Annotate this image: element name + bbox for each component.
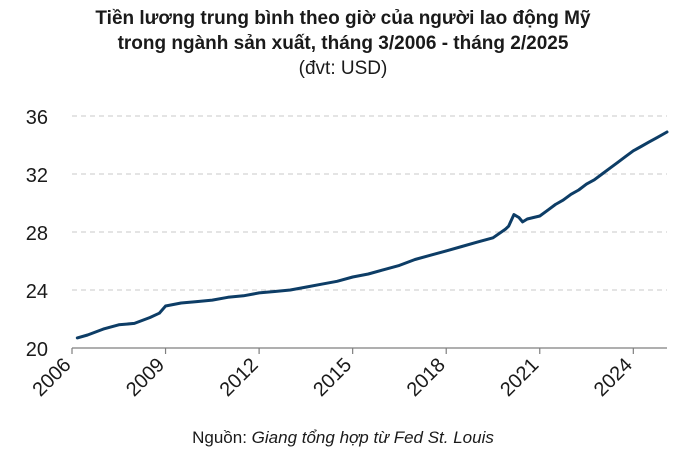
data-point [320,283,323,286]
chart-title-line-2: trong ngành sản xuất, tháng 3/2006 - thá… [117,33,569,54]
data-point [86,333,89,337]
data-point [491,236,495,239]
x-tick-label: 2018 [403,354,450,401]
x-tick-label: 2021 [496,354,543,401]
data-point [632,149,635,152]
data-point [335,280,339,283]
data-point [546,209,549,212]
data-point [164,304,167,308]
data-point [538,214,541,218]
y-tick-label: 28 [26,223,48,245]
x-tick-label: 2015 [309,354,356,401]
y-tick-label: 32 [26,165,48,187]
data-point [624,155,627,158]
data-point [289,288,292,292]
data-point [665,130,669,134]
y-tick-labels: 20 24 28 32 36 [26,107,48,361]
data-point [639,145,643,148]
chart-title-line-1: Tiền lương trung bình theo giờ của người… [95,8,591,29]
data-point [133,322,136,325]
data-point [101,327,105,331]
data-point [242,294,245,297]
data-point [211,298,214,302]
data-point [382,268,386,271]
data-point [273,290,276,293]
source-text: Giang tổng hợp từ Fed St. Louis [251,428,494,447]
data-point [647,140,651,144]
data-point [445,249,448,253]
data-point [608,167,612,170]
source-note: Nguồn: Giang tổng hợp từ Fed St. Louis [0,428,686,448]
data-point [521,220,524,224]
data-point [429,254,432,257]
source-prefix: Nguồn: [192,428,252,447]
x-tick-label: 2012 [216,354,263,401]
x-tick-label: 2024 [590,354,637,401]
data-point [304,285,308,289]
data-point [561,198,565,202]
axes [71,347,667,354]
data-point [593,178,596,181]
data-point [413,258,417,261]
data-point [504,227,507,231]
chart-unit-label: (đvt: USD) [298,58,388,79]
chart-title: Tiền lương trung bình theo giờ của người… [0,6,686,82]
grid-lines [72,115,667,291]
data-point [460,245,464,248]
series-layer [75,130,669,340]
x-tick-labels: 2006 2009 2012 2015 2018 2021 2024 [29,354,637,401]
data-point [507,225,510,228]
data-point [476,240,479,244]
data-point [600,172,604,176]
data-point [76,336,79,340]
data-point [367,272,370,276]
data-point [351,275,354,279]
data-point [195,300,198,303]
x-tick-label: 2006 [29,354,76,401]
data-point [577,188,580,192]
data-point [117,323,120,326]
data-point [398,264,401,267]
data-point [585,182,588,186]
data-point [526,217,529,221]
data-point [226,296,230,299]
data-point [554,203,557,206]
y-tick-label: 20 [26,339,48,361]
y-tick-label: 36 [26,107,48,129]
data-point [616,161,619,164]
data-point [517,216,521,219]
y-tick-label: 24 [26,281,48,303]
data-point [655,136,658,139]
data-point [257,291,261,295]
data-point [512,213,516,216]
data-point [532,216,535,219]
data-point [158,312,161,315]
data-point [148,316,152,319]
data-point [569,193,573,196]
data-point [179,301,183,305]
x-tick-label: 2009 [122,354,169,401]
